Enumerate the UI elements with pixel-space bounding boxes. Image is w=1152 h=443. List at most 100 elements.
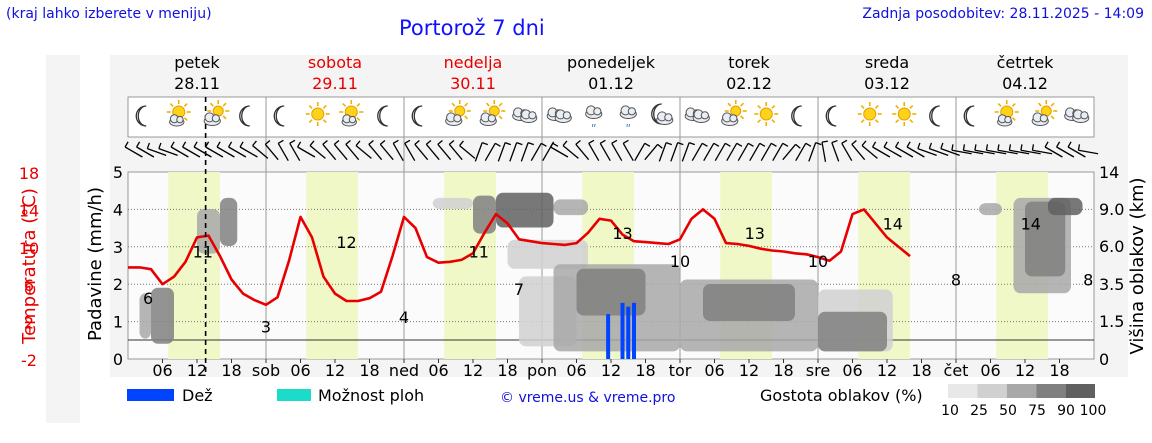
x-tick-hour: 12 — [739, 361, 759, 380]
x-tick-hour: 18 — [911, 361, 931, 380]
cloud-legend-tick: 100 — [1080, 403, 1107, 419]
temp-tick: 10 — [19, 239, 39, 258]
wind-feather — [527, 141, 535, 146]
wind-shaft — [550, 146, 569, 158]
wind-shaft — [737, 143, 749, 161]
wind-barb — [749, 142, 766, 161]
sun-ray — [308, 104, 313, 109]
cloud-shape — [1039, 114, 1048, 123]
wind-barb — [193, 141, 212, 158]
daytime-band — [168, 172, 220, 359]
wind-feather — [770, 142, 777, 147]
sun-disc — [897, 107, 911, 121]
sun-ray — [757, 119, 762, 124]
sun-ray — [771, 104, 776, 109]
wind-feather — [345, 139, 351, 145]
wind-barb — [575, 139, 590, 161]
wind-barb — [599, 139, 611, 161]
wind-shaft — [333, 143, 348, 161]
wind-feather — [1008, 144, 1012, 151]
wind-shaft — [158, 147, 178, 157]
wind-barb — [634, 142, 651, 161]
sun-icon — [857, 102, 882, 126]
wind-shaft — [474, 142, 483, 162]
wind-feather — [622, 139, 629, 144]
wind-barb — [562, 140, 579, 159]
x-tick-hour: 18 — [773, 361, 793, 380]
wind-barb — [658, 141, 673, 162]
cloud-shape — [729, 114, 738, 123]
x-tick-hour: 06 — [152, 361, 172, 380]
cloud-shape — [593, 107, 602, 116]
sun-ray — [909, 119, 914, 124]
wind-shaft — [622, 143, 634, 161]
sun-ray — [308, 119, 313, 124]
sun-ray — [909, 104, 914, 109]
temp-axis-label: Temperatura (°C) — [19, 188, 40, 345]
wind-shaft — [379, 143, 394, 161]
wind-barb — [437, 139, 452, 161]
wind-barb — [611, 139, 623, 161]
x-tick-hour: 06 — [842, 361, 862, 380]
sun-ray — [183, 117, 188, 122]
sun-ray — [464, 115, 469, 120]
wind-feather — [883, 141, 888, 148]
wind-feather — [333, 139, 340, 145]
wind-shaft — [951, 149, 972, 155]
wind-barb — [459, 140, 476, 159]
wind-barb — [497, 141, 512, 162]
wind-barb — [252, 140, 269, 159]
wind-barb — [831, 139, 840, 162]
sun-ray — [1011, 117, 1016, 122]
wind-feather — [289, 139, 296, 144]
sun-ray — [356, 102, 361, 107]
wind-barb — [588, 139, 600, 161]
cloud-legend-swatch — [1006, 384, 1037, 398]
wind-feather — [951, 144, 954, 151]
sun-ray — [464, 102, 469, 107]
sun-ray — [1011, 102, 1016, 107]
wind-barb — [681, 141, 696, 162]
wind-feather — [404, 139, 411, 144]
day-name: sreda — [865, 53, 909, 72]
wind-shaft — [703, 143, 715, 161]
sun-disc — [311, 107, 325, 121]
wind-feather — [985, 144, 989, 151]
wind-feather — [552, 142, 559, 147]
wind-shaft — [277, 143, 289, 161]
precip-tick: 3 — [113, 238, 123, 257]
cloud-layer — [979, 203, 1002, 216]
wind-shaft — [289, 143, 301, 161]
wind-shaft — [1032, 149, 1053, 155]
wind-barb — [841, 139, 853, 161]
cloud-layer — [197, 209, 220, 254]
moon-icon — [273, 105, 285, 127]
cloud-legend-tick: 50 — [999, 403, 1017, 419]
sun-ray — [183, 102, 188, 107]
wind-feather — [425, 139, 432, 145]
wind-shaft — [588, 143, 600, 161]
wind-shaft — [883, 146, 902, 158]
x-tick-day: sre — [806, 361, 830, 380]
sun-icon — [754, 102, 779, 126]
icon-strip — [127, 96, 1095, 138]
wind-shaft — [986, 149, 1007, 155]
wind-shaft — [170, 146, 189, 158]
cloud-layer — [151, 287, 174, 344]
wind-shaft — [772, 143, 784, 161]
wind-barb — [985, 144, 1007, 155]
day-name: torek — [728, 53, 770, 72]
moon-shape — [135, 105, 147, 127]
day-date: 30.11 — [450, 74, 496, 93]
wind-shaft — [345, 143, 360, 161]
wind-shaft — [929, 147, 949, 157]
wind-feather — [1077, 144, 1081, 151]
wind-feather — [216, 141, 221, 148]
cloud-shape — [487, 114, 496, 123]
cloud-layer — [473, 195, 496, 234]
wind-shaft — [562, 145, 579, 159]
wind-barb — [146, 142, 167, 157]
rain-legend-label: Dež — [182, 386, 213, 405]
rain-bar — [632, 302, 636, 359]
wind-feather — [724, 142, 731, 147]
